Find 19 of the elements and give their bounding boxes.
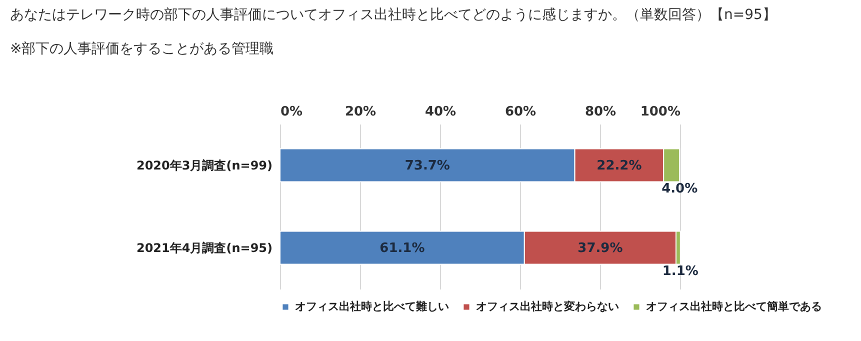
- x-tick-label: 100%: [640, 104, 680, 120]
- legend-label: オフィス出社時と比べて難しい: [295, 300, 449, 313]
- data-label: 73.7%: [404, 158, 450, 174]
- x-tick-label: 20%: [344, 104, 376, 120]
- chart-title: あなたはテレワーク時の部下の人事評価についてオフィス出社時と比べてどのように感じますか。（単数回答）【n=95】: [10, 6, 776, 24]
- legend-label: オフィス出社時と変わらない: [476, 300, 619, 313]
- y-tick-label: 2021年4月調査(n=95): [136, 240, 272, 255]
- x-tick-label: 80%: [584, 104, 616, 120]
- text: ※部下の人事評価をすることがある管理職: [10, 40, 274, 58]
- y-tick-label: 2020年3月調査(n=99): [136, 158, 272, 172]
- x-tick-label: 40%: [424, 104, 456, 120]
- data-label: 61.1%: [380, 240, 425, 256]
- data-label: 22.2%: [596, 158, 642, 174]
- data-label: 4.0%: [662, 181, 698, 196]
- x-tick-label: 60%: [504, 104, 536, 120]
- x-tick-label: 0%: [280, 104, 303, 120]
- data-label: 37.9%: [578, 240, 623, 256]
- legend-label: オフィス出社時と比べて簡単である: [646, 300, 822, 313]
- data-label: 1.1%: [662, 264, 698, 279]
